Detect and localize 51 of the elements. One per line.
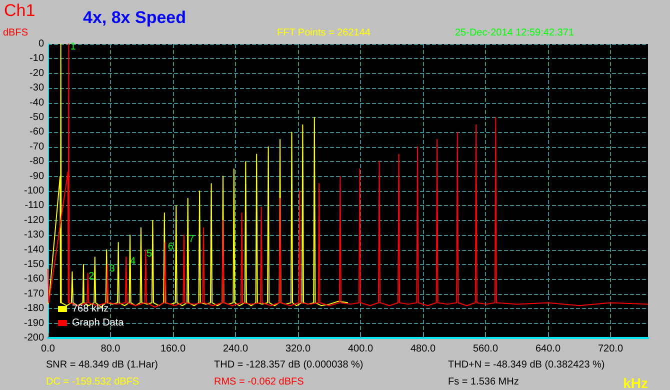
- y-tick-label: -140: [24, 244, 44, 256]
- y-tick-label: -80: [30, 156, 44, 168]
- x-tick-label: 0.0: [41, 344, 56, 354]
- y-tick-label: -160: [24, 274, 44, 285]
- y-axis-title: dBFS: [2, 28, 28, 38]
- y-tick-label: -50: [30, 112, 44, 123]
- y-tick-label: -190: [24, 318, 44, 329]
- text: FFT Points = 262144: [277, 28, 371, 38]
- text: THD = -128.357 dB (0.000038 %): [214, 360, 364, 370]
- text: DC = -159.532 dBFS: [46, 376, 140, 388]
- y-tick-label: -30: [30, 82, 44, 94]
- text: THD+N = -48.349 dB (0.382423 %): [448, 360, 605, 370]
- annotation: 3: [109, 263, 116, 274]
- x-tick-label: 160.0: [160, 344, 186, 354]
- y-tick-label: -40: [30, 97, 44, 108]
- y-tick-label: -180: [24, 303, 44, 314]
- y-tick-label: -120: [24, 214, 44, 226]
- x-tick-label: 640.0: [535, 344, 561, 354]
- y-tick-label: -200: [24, 332, 44, 344]
- x-tick-label: 560.0: [472, 344, 498, 354]
- x-tick-label: 320.0: [285, 344, 311, 354]
- x-tick-label: 720.0: [598, 344, 624, 354]
- text: 25-Dec-2014 12:59:42.371: [455, 28, 574, 38]
- y-tick-label: -100: [24, 186, 44, 196]
- x-tick-label: 80.0: [100, 344, 121, 354]
- y-tick-label: -110: [24, 200, 44, 212]
- legend-label: 768 kHz: [72, 304, 109, 314]
- y-tick-label: -10: [30, 53, 44, 64]
- y-tick-label: -20: [30, 68, 44, 79]
- y-tick-label: -170: [24, 288, 44, 300]
- annotation: 7: [188, 234, 195, 246]
- text: Fs = 1.536 MHz: [448, 376, 519, 388]
- x-tick-label: 240.0: [222, 344, 248, 354]
- chart-title: 4x, 8x Speed: [83, 8, 186, 27]
- y-tick-label: -60: [30, 126, 44, 138]
- annotation: 6: [168, 241, 174, 252]
- text: Ch1: [4, 1, 36, 20]
- y-tick-label: -90: [30, 170, 44, 182]
- y-tick-label: 0: [38, 38, 44, 50]
- x-axis-title: kHz: [623, 375, 648, 390]
- annotation: 1: [70, 41, 76, 52]
- y-tick-label: -70: [30, 141, 44, 152]
- y-tick-label: -130: [24, 230, 44, 241]
- text: RMS = -0.062 dBFS: [214, 376, 304, 388]
- annotation: 5: [146, 248, 152, 260]
- text: SNR = 48.349 dB (1.Har): [46, 360, 158, 370]
- x-tick-label: 400.0: [348, 344, 374, 354]
- annotation: 2: [88, 270, 95, 282]
- legend-label: Graph Data: [72, 318, 124, 328]
- y-tick-label: -150: [24, 259, 44, 270]
- x-tick-label: 480.0: [410, 344, 436, 354]
